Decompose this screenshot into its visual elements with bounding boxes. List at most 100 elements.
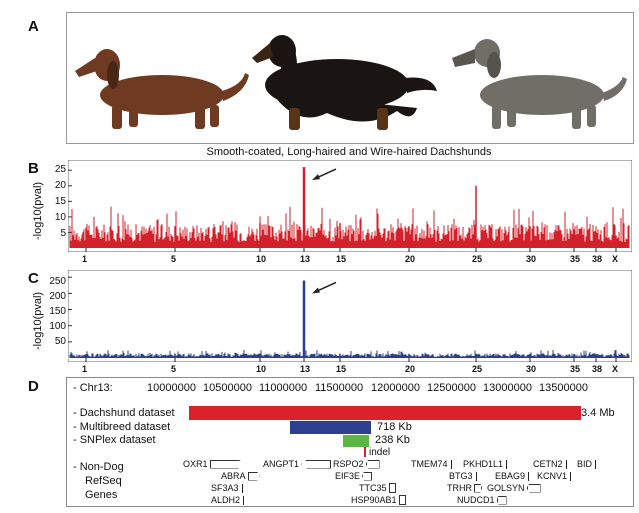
gene-aldh2-label: ALDH2 bbox=[211, 495, 241, 505]
panel-d-letter: D bbox=[28, 378, 39, 395]
chromosome-label: X bbox=[612, 364, 619, 374]
dachshund-illustrations bbox=[75, 35, 627, 130]
gene-box-icon bbox=[388, 483, 396, 493]
dachshund-dataset-label: - Dachshund dataset bbox=[73, 407, 175, 419]
chromosome-label: 30 bbox=[526, 254, 537, 264]
gene-eif3e-label: EIF3E bbox=[335, 471, 361, 481]
long-haired-dachshund bbox=[252, 35, 437, 130]
region-detail-box: - Chr13: 10000000 10500000 11000000 1150… bbox=[66, 377, 634, 507]
panel-c-ytick: 100 bbox=[49, 321, 66, 332]
chromosome-label: 20 bbox=[405, 364, 416, 374]
gene-sf3a3: SF3A3 bbox=[211, 483, 243, 493]
manhattan-plot-c bbox=[68, 270, 632, 362]
chromosome-label: 38 bbox=[592, 254, 603, 264]
chromosome-label: 30 bbox=[526, 364, 537, 374]
reverse-arrow-icon bbox=[301, 459, 332, 469]
chromosome-label: 1 bbox=[82, 364, 88, 374]
gene-btg3: BTG3 bbox=[449, 471, 477, 481]
snplex-dataset-label: - SNPlex dataset bbox=[73, 434, 156, 446]
gene-tick-icon bbox=[528, 471, 530, 481]
panel-b-letter: B bbox=[28, 160, 39, 177]
gene-rspo2-label: RSPO2 bbox=[333, 459, 364, 469]
genes-label: Genes bbox=[85, 489, 118, 501]
chromosome-label: 15 bbox=[336, 254, 347, 264]
gene-rspo2: RSPO2 bbox=[333, 459, 382, 469]
dachshund-dataset-bar bbox=[189, 406, 582, 420]
gene-hsp90ab1-label: HSP90AB1 bbox=[351, 495, 397, 505]
panel-c-letter: C bbox=[28, 270, 39, 287]
gene-box-icon bbox=[398, 495, 406, 505]
gene-pkhd1l1-label: PKHD1L1 bbox=[463, 459, 504, 469]
non-dog-genes-label: - Non-Dog bbox=[73, 461, 124, 473]
gene-kcnv1: KCNV1 bbox=[537, 471, 572, 481]
chromosome-label: 35 bbox=[570, 364, 581, 374]
position-label: 11500000 bbox=[315, 382, 364, 394]
gene-tmem74: TMEM74 bbox=[411, 459, 452, 469]
chromosome-label: 13 bbox=[300, 254, 311, 264]
gene-trhr-label: TRHR bbox=[447, 483, 472, 493]
panel-b-ytick: 15 bbox=[54, 196, 66, 207]
gene-ebag9: EBAG9 bbox=[495, 471, 530, 481]
dachshund-dataset-size: 3.4 Mb bbox=[581, 407, 615, 419]
gene-golsyn-label: GOLSYN bbox=[487, 483, 525, 493]
chromosome-13-label: - Chr13: bbox=[73, 382, 113, 394]
chromosome-label: 20 bbox=[405, 254, 416, 264]
manhattan-plot-b bbox=[68, 160, 632, 252]
reverse-arrow-icon bbox=[496, 495, 507, 505]
gene-bid: BID bbox=[577, 459, 597, 469]
refseq-label: RefSeq bbox=[85, 475, 122, 487]
gene-angpt1: ANGPT1 bbox=[263, 459, 333, 469]
gene-tick-icon bbox=[450, 459, 452, 469]
gene-aldh2: ALDH2 bbox=[211, 495, 245, 505]
chromosome-label: 25 bbox=[472, 254, 483, 264]
reverse-arrow-icon bbox=[365, 459, 380, 469]
gene-ttc35: TTC35 bbox=[359, 483, 396, 493]
plot-frame bbox=[68, 270, 632, 362]
gene-bid-label: BID bbox=[577, 459, 593, 469]
position-label: 10000000 bbox=[147, 382, 196, 394]
gene-tmem74-label: TMEM74 bbox=[411, 459, 448, 469]
arrowhead-icon bbox=[312, 287, 320, 294]
gene-cetn2-label: CETN2 bbox=[533, 459, 563, 469]
gene-tick-icon bbox=[475, 471, 477, 481]
chromosome-label: 10 bbox=[256, 254, 267, 264]
panel-c-ytick: 200 bbox=[49, 291, 66, 302]
chromosome-label: 1 bbox=[82, 254, 88, 264]
panel-c-ytick: 150 bbox=[49, 306, 66, 317]
panel-a-caption: Smooth-coated, Long-haired and Wire-hair… bbox=[206, 146, 492, 158]
panel-b-ytick: 10 bbox=[54, 212, 66, 223]
arrowhead-icon bbox=[312, 174, 320, 181]
chromosome-label: 35 bbox=[570, 254, 581, 264]
panel-b-ytick: 20 bbox=[54, 180, 66, 191]
gene-pkhd1l1: PKHD1L1 bbox=[463, 459, 508, 469]
multibreed-dataset-size: 718 Kb bbox=[377, 421, 412, 433]
gene-eif3e: EIF3E bbox=[335, 471, 374, 481]
gene-hsp90ab1: HSP90AB1 bbox=[351, 495, 406, 505]
dachshund-photos bbox=[66, 12, 634, 144]
panel-c-ytick: 250 bbox=[49, 276, 66, 287]
panel-a-letter: A bbox=[28, 18, 39, 35]
gene-trhr: TRHR bbox=[447, 483, 482, 493]
indel-label: indel bbox=[369, 447, 391, 458]
gene-nudcd1: NUDCD1 bbox=[457, 495, 509, 505]
position-label: 12500000 bbox=[427, 382, 476, 394]
gene-tick-icon bbox=[506, 459, 508, 469]
gene-tick-icon bbox=[243, 495, 245, 505]
gene-kcnv1-label: KCNV1 bbox=[537, 471, 568, 481]
forward-arrow-icon bbox=[209, 459, 246, 469]
forward-arrow-icon bbox=[247, 471, 260, 481]
panel-b-ytick: 25 bbox=[54, 164, 66, 175]
position-label: 12000000 bbox=[371, 382, 420, 394]
wire-haired-dachshund bbox=[452, 39, 627, 129]
snp-signal bbox=[69, 206, 630, 248]
indel-marker bbox=[364, 447, 366, 457]
gene-abra-label: ABRA bbox=[221, 471, 246, 481]
multibreed-dataset-label: - Multibreed dataset bbox=[73, 421, 171, 433]
snplex-dataset-bar bbox=[342, 435, 370, 447]
smooth-coated-dachshund bbox=[75, 49, 249, 129]
chromosome-label: 15 bbox=[336, 364, 347, 374]
snplex-dataset-size: 238 Kb bbox=[375, 434, 410, 446]
chromosome-label: 38 bbox=[592, 364, 603, 374]
forward-arrow-icon bbox=[474, 483, 482, 493]
gene-oxr1: OXR1 bbox=[183, 459, 246, 469]
